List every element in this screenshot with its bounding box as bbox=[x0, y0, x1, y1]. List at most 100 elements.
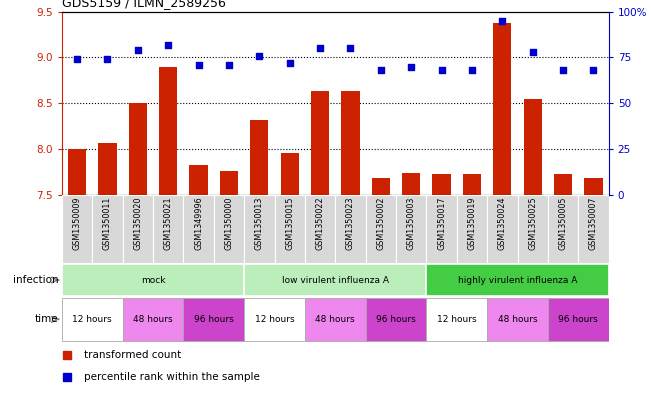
Bar bbox=[366, 195, 396, 263]
Bar bbox=[98, 143, 117, 195]
Bar bbox=[214, 195, 244, 263]
Bar bbox=[426, 264, 609, 296]
Bar bbox=[523, 99, 542, 195]
Text: GSM1350023: GSM1350023 bbox=[346, 196, 355, 250]
Bar bbox=[554, 174, 572, 195]
Text: GSM1350022: GSM1350022 bbox=[316, 196, 325, 250]
Bar bbox=[62, 195, 92, 263]
Point bbox=[376, 67, 386, 73]
Bar bbox=[62, 298, 122, 341]
Point bbox=[345, 45, 355, 51]
Bar bbox=[92, 195, 122, 263]
Point bbox=[315, 45, 326, 51]
Text: 12 hours: 12 hours bbox=[437, 315, 477, 324]
Bar bbox=[402, 173, 421, 195]
Bar bbox=[62, 264, 244, 296]
Bar bbox=[311, 91, 329, 195]
Bar bbox=[244, 298, 305, 341]
Bar bbox=[426, 195, 457, 263]
Bar bbox=[585, 178, 603, 195]
Bar bbox=[396, 195, 426, 263]
Text: GSM1350005: GSM1350005 bbox=[559, 196, 568, 250]
Text: 48 hours: 48 hours bbox=[498, 315, 537, 324]
Point bbox=[133, 47, 143, 53]
Text: GSM1350024: GSM1350024 bbox=[498, 196, 507, 250]
Bar bbox=[281, 152, 299, 195]
Bar bbox=[220, 171, 238, 195]
Bar bbox=[487, 298, 548, 341]
Text: 96 hours: 96 hours bbox=[376, 315, 416, 324]
Bar bbox=[426, 298, 487, 341]
Text: GSM1350007: GSM1350007 bbox=[589, 196, 598, 250]
Text: infection: infection bbox=[13, 275, 59, 285]
Point bbox=[102, 56, 113, 62]
Point bbox=[224, 62, 234, 68]
Text: GSM1350021: GSM1350021 bbox=[163, 196, 173, 250]
Text: GSM1350017: GSM1350017 bbox=[437, 196, 446, 250]
Text: GSM1350002: GSM1350002 bbox=[376, 196, 385, 250]
Bar bbox=[372, 178, 390, 195]
Text: 48 hours: 48 hours bbox=[316, 315, 355, 324]
Text: 96 hours: 96 hours bbox=[194, 315, 234, 324]
Text: GSM1350015: GSM1350015 bbox=[285, 196, 294, 250]
Point bbox=[436, 67, 447, 73]
Text: GSM1350003: GSM1350003 bbox=[407, 196, 416, 250]
Text: GDS5159 / ILMN_2589256: GDS5159 / ILMN_2589256 bbox=[62, 0, 226, 9]
Bar bbox=[153, 195, 184, 263]
Bar bbox=[305, 298, 366, 341]
Text: low virulent influenza A: low virulent influenza A bbox=[282, 275, 389, 285]
Text: GSM1350020: GSM1350020 bbox=[133, 196, 143, 250]
Bar bbox=[275, 195, 305, 263]
Point bbox=[527, 49, 538, 55]
Bar bbox=[68, 149, 86, 195]
Bar bbox=[341, 91, 359, 195]
Bar bbox=[244, 264, 426, 296]
Text: GSM1350011: GSM1350011 bbox=[103, 196, 112, 250]
Text: 12 hours: 12 hours bbox=[72, 315, 112, 324]
Text: mock: mock bbox=[141, 275, 165, 285]
Text: 12 hours: 12 hours bbox=[255, 315, 294, 324]
Point bbox=[72, 56, 82, 62]
Bar bbox=[159, 66, 177, 195]
Bar bbox=[457, 195, 487, 263]
Point bbox=[497, 18, 508, 24]
Bar bbox=[184, 298, 244, 341]
Text: transformed count: transformed count bbox=[84, 350, 181, 360]
Point bbox=[284, 60, 295, 66]
Bar bbox=[548, 195, 578, 263]
Bar bbox=[578, 195, 609, 263]
Text: GSM1350025: GSM1350025 bbox=[528, 196, 537, 250]
Text: highly virulent influenza A: highly virulent influenza A bbox=[458, 275, 577, 285]
Point bbox=[589, 67, 599, 73]
Text: 96 hours: 96 hours bbox=[559, 315, 598, 324]
Bar bbox=[518, 195, 548, 263]
Bar bbox=[250, 119, 268, 195]
Bar bbox=[335, 195, 366, 263]
Point bbox=[163, 42, 173, 48]
Text: GSM1350013: GSM1350013 bbox=[255, 196, 264, 250]
Bar bbox=[366, 298, 426, 341]
Text: GSM1350000: GSM1350000 bbox=[225, 196, 234, 250]
Point bbox=[467, 67, 477, 73]
Point bbox=[558, 67, 568, 73]
Point bbox=[406, 64, 417, 70]
Bar bbox=[129, 103, 147, 195]
Bar bbox=[487, 195, 518, 263]
Point bbox=[254, 53, 264, 59]
Text: 48 hours: 48 hours bbox=[133, 315, 173, 324]
Text: percentile rank within the sample: percentile rank within the sample bbox=[84, 372, 260, 382]
Text: GSM1350019: GSM1350019 bbox=[467, 196, 477, 250]
Text: time: time bbox=[35, 314, 59, 324]
Bar bbox=[432, 174, 450, 195]
Bar bbox=[122, 195, 153, 263]
Bar bbox=[548, 298, 609, 341]
Bar bbox=[493, 23, 512, 195]
Text: GSM1349996: GSM1349996 bbox=[194, 196, 203, 250]
Bar bbox=[189, 165, 208, 195]
Bar bbox=[244, 195, 275, 263]
Bar bbox=[305, 195, 335, 263]
Bar bbox=[463, 174, 481, 195]
Bar bbox=[122, 298, 184, 341]
Bar bbox=[184, 195, 214, 263]
Text: GSM1350009: GSM1350009 bbox=[72, 196, 81, 250]
